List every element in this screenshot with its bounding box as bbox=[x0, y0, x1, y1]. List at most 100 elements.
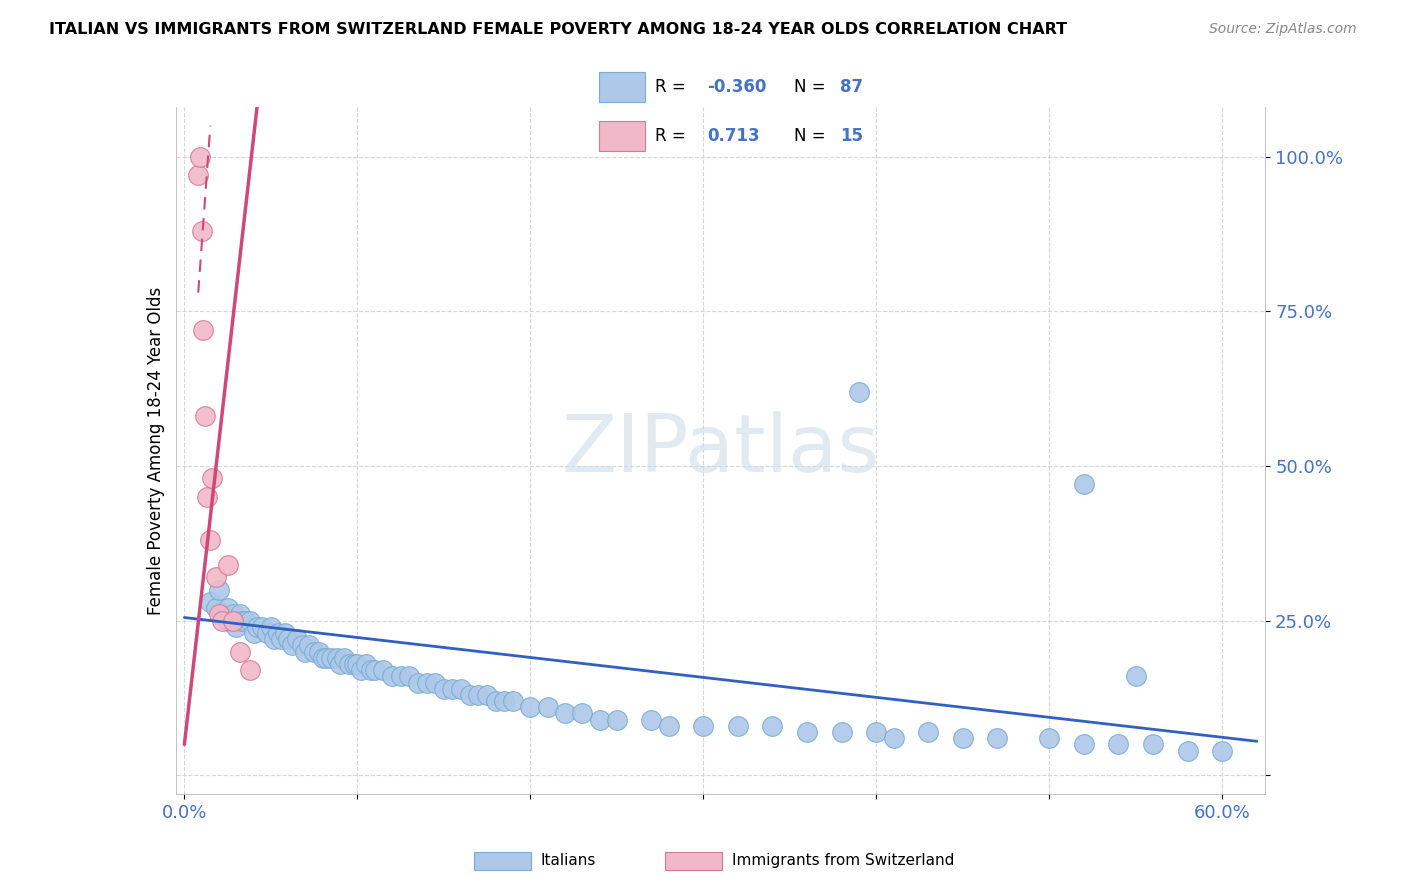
Point bbox=[256, 626, 278, 640]
Point bbox=[398, 669, 420, 683]
Point bbox=[373, 663, 395, 677]
Point bbox=[389, 669, 412, 683]
Point bbox=[280, 639, 302, 653]
Point bbox=[329, 657, 352, 671]
Point bbox=[204, 601, 226, 615]
Point bbox=[242, 626, 264, 640]
Point bbox=[1142, 738, 1164, 752]
Point bbox=[211, 607, 233, 622]
Point bbox=[260, 620, 283, 634]
Point bbox=[229, 644, 252, 658]
Point bbox=[222, 614, 245, 628]
Text: -0.360: -0.360 bbox=[707, 78, 766, 96]
Point bbox=[188, 149, 211, 163]
Point bbox=[239, 663, 262, 677]
Point bbox=[229, 607, 252, 622]
Text: 87: 87 bbox=[841, 78, 863, 96]
Point bbox=[231, 614, 253, 628]
Point bbox=[201, 471, 224, 485]
Point bbox=[343, 657, 366, 671]
Point bbox=[415, 675, 437, 690]
Point bbox=[467, 688, 489, 702]
Point bbox=[225, 620, 247, 634]
Bar bbox=[599, 121, 645, 151]
Point bbox=[332, 650, 354, 665]
Point bbox=[208, 607, 231, 622]
Point bbox=[536, 700, 558, 714]
Point bbox=[727, 719, 749, 733]
Point bbox=[346, 657, 368, 671]
Point bbox=[285, 632, 308, 647]
Point bbox=[381, 669, 404, 683]
Point bbox=[325, 650, 347, 665]
Point bbox=[354, 657, 377, 671]
Bar bbox=[665, 852, 723, 870]
Point bbox=[200, 533, 222, 548]
Point bbox=[1211, 743, 1233, 757]
Text: R =: R = bbox=[655, 127, 685, 145]
Bar bbox=[474, 852, 531, 870]
Point bbox=[363, 663, 385, 677]
Text: ITALIAN VS IMMIGRANTS FROM SWITZERLAND FEMALE POVERTY AMONG 18-24 YEAR OLDS CORR: ITALIAN VS IMMIGRANTS FROM SWITZERLAND F… bbox=[49, 22, 1067, 37]
Text: 15: 15 bbox=[841, 127, 863, 145]
Text: 0.713: 0.713 bbox=[707, 127, 759, 145]
Point bbox=[263, 632, 285, 647]
Text: Immigrants from Switzerland: Immigrants from Switzerland bbox=[731, 854, 955, 868]
Point bbox=[222, 607, 245, 622]
Point bbox=[190, 224, 212, 238]
Point bbox=[1177, 743, 1199, 757]
Bar bbox=[599, 72, 645, 102]
Point bbox=[291, 639, 314, 653]
Point bbox=[246, 620, 269, 634]
Point bbox=[1073, 738, 1095, 752]
Point bbox=[406, 675, 429, 690]
Y-axis label: Female Poverty Among 18-24 Year Olds: Female Poverty Among 18-24 Year Olds bbox=[146, 286, 165, 615]
Point bbox=[494, 694, 516, 708]
Point bbox=[640, 713, 662, 727]
Point bbox=[195, 490, 218, 504]
Point bbox=[761, 719, 783, 733]
Point bbox=[277, 632, 299, 647]
Point bbox=[233, 614, 256, 628]
Point bbox=[274, 626, 297, 640]
Point bbox=[502, 694, 524, 708]
Point bbox=[211, 614, 233, 628]
Point bbox=[519, 700, 541, 714]
Point bbox=[658, 719, 681, 733]
Point bbox=[298, 639, 321, 653]
Text: ZIPatlas: ZIPatlas bbox=[561, 411, 880, 490]
Point bbox=[217, 558, 239, 572]
Point bbox=[692, 719, 714, 733]
Text: N =: N = bbox=[794, 127, 825, 145]
Point bbox=[848, 384, 870, 399]
Point bbox=[315, 650, 337, 665]
Point bbox=[1038, 731, 1060, 746]
Point bbox=[571, 706, 593, 721]
Point bbox=[441, 681, 464, 696]
Point bbox=[475, 688, 498, 702]
Text: R =: R = bbox=[655, 78, 685, 96]
Point bbox=[1107, 738, 1129, 752]
Point bbox=[350, 663, 373, 677]
Point bbox=[606, 713, 628, 727]
Point bbox=[312, 650, 335, 665]
Point bbox=[831, 725, 853, 739]
Point bbox=[239, 614, 262, 628]
Point bbox=[433, 681, 456, 696]
Point bbox=[217, 601, 239, 615]
Point bbox=[294, 644, 316, 658]
Point bbox=[917, 725, 939, 739]
Point bbox=[302, 644, 325, 658]
Point bbox=[952, 731, 974, 746]
Point bbox=[588, 713, 610, 727]
Point bbox=[1073, 477, 1095, 491]
Point bbox=[187, 168, 209, 182]
Point bbox=[485, 694, 508, 708]
Point bbox=[252, 620, 274, 634]
Point bbox=[270, 632, 292, 647]
Point bbox=[321, 650, 343, 665]
Point bbox=[458, 688, 481, 702]
Point bbox=[1125, 669, 1147, 683]
Point bbox=[360, 663, 382, 677]
Point bbox=[986, 731, 1008, 746]
